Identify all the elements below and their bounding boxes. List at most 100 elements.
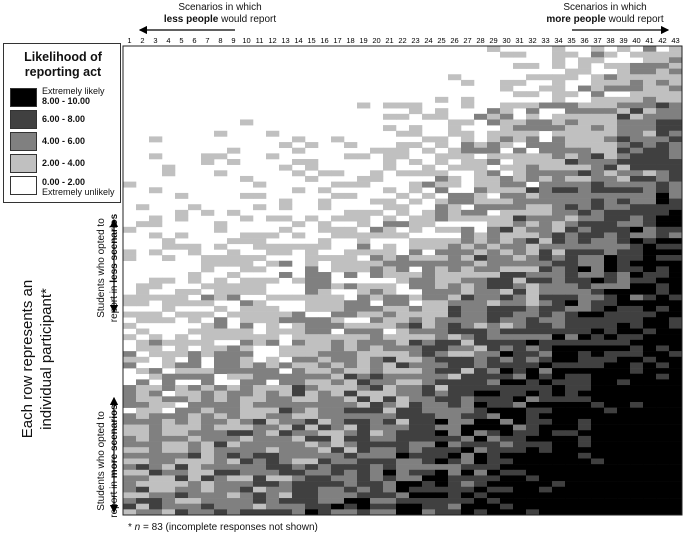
heatmap-cell — [214, 243, 228, 250]
right-top-caption-bold: more people — [546, 14, 606, 25]
heatmap-cell — [591, 492, 605, 499]
heatmap-cell — [487, 379, 501, 386]
heatmap-cell — [630, 413, 644, 420]
heatmap-cell — [201, 334, 215, 341]
heatmap-cell — [305, 328, 319, 335]
heatmap-cell — [630, 328, 644, 335]
heatmap-cell — [305, 458, 319, 465]
heatmap-cell — [149, 339, 163, 346]
heatmap-cell — [344, 356, 358, 363]
heatmap-cell — [604, 328, 618, 335]
heatmap-cell — [318, 339, 332, 346]
heatmap-cell — [279, 492, 293, 499]
heatmap-cell — [396, 345, 410, 352]
heatmap-cell — [383, 266, 397, 273]
heatmap-cell — [604, 368, 618, 375]
heatmap-cell — [331, 447, 345, 454]
heatmap-cell — [669, 260, 683, 267]
heatmap-cell — [617, 418, 631, 425]
heatmap-cell — [617, 136, 631, 143]
heatmap-cell — [591, 232, 605, 239]
heatmap-cell — [617, 175, 631, 182]
heatmap-cell — [305, 322, 319, 329]
column-label-24: 24 — [424, 36, 432, 45]
heatmap-cell — [214, 334, 228, 341]
heatmap-cell — [669, 334, 683, 341]
heatmap-cell — [435, 413, 449, 420]
heatmap-cell — [604, 401, 618, 408]
heatmap-cell — [227, 294, 241, 301]
heatmap-cell — [578, 221, 592, 228]
heatmap-cell — [591, 108, 605, 115]
left-top-caption-bold: less people — [163, 14, 219, 25]
heatmap-cell — [630, 475, 644, 482]
left-top-caption: Scenarios in which less people would rep… — [150, 2, 290, 26]
heatmap-cell — [513, 181, 527, 188]
column-label-38: 38 — [606, 36, 614, 45]
heatmap-cell — [461, 351, 475, 358]
heatmap-cell — [643, 441, 657, 448]
heatmap-cell — [136, 413, 150, 420]
heatmap-cell — [214, 283, 228, 290]
heatmap-cell — [500, 187, 514, 194]
heatmap-cell — [526, 232, 540, 239]
heatmap-cell — [305, 368, 319, 375]
heatmap-cell — [448, 119, 462, 126]
heatmap-cell — [565, 396, 579, 403]
column-label-12: 12 — [268, 36, 276, 45]
heatmap-cell — [591, 215, 605, 222]
column-label-10: 10 — [242, 36, 250, 45]
heatmap-cell — [188, 328, 202, 335]
heatmap-cell — [383, 464, 397, 471]
heatmap-cell — [435, 226, 449, 233]
heatmap-cell — [630, 311, 644, 318]
heatmap-cell — [487, 413, 501, 420]
heatmap-cell — [435, 469, 449, 476]
heatmap-cell — [331, 294, 345, 301]
heatmap-cell — [461, 260, 475, 267]
heatmap-cell — [396, 339, 410, 346]
heatmap-cell — [448, 498, 462, 504]
heatmap-cell — [500, 311, 514, 318]
heatmap-cell — [474, 277, 488, 284]
heatmap-cell — [617, 498, 631, 504]
heatmap-cell — [318, 243, 332, 250]
heatmap-cell — [513, 452, 527, 459]
heatmap-cell — [461, 277, 475, 284]
heatmap-cell — [305, 175, 319, 182]
heatmap-cell — [266, 334, 280, 341]
heatmap-cell — [448, 396, 462, 403]
heatmap-cell — [487, 401, 501, 408]
heatmap-cell — [630, 458, 644, 465]
heatmap-cell — [357, 475, 371, 482]
column-label-9: 9 — [231, 36, 235, 45]
heatmap-cell — [539, 294, 553, 301]
heatmap-cell — [656, 452, 670, 459]
heatmap-cell — [396, 317, 410, 324]
heatmap-cell — [656, 430, 670, 437]
heatmap-cell — [383, 164, 397, 171]
heatmap-cell — [552, 277, 566, 284]
heatmap-cell — [240, 192, 254, 199]
heatmap-cell — [565, 464, 579, 471]
heatmap-cell — [630, 481, 644, 488]
heatmap-cell — [539, 300, 553, 307]
heatmap-cell — [591, 204, 605, 211]
heatmap-cell — [578, 260, 592, 267]
heatmap-cell — [383, 125, 397, 132]
heatmap-cell — [253, 368, 267, 375]
column-label-34: 34 — [554, 36, 562, 45]
heatmap-cell — [188, 441, 202, 448]
heatmap-cell — [214, 503, 228, 510]
heatmap-cell — [396, 458, 410, 465]
heatmap-cell — [669, 238, 683, 245]
heatmap-cell — [396, 379, 410, 386]
heatmap-cell — [279, 328, 293, 335]
heatmap-cell — [448, 385, 462, 391]
heatmap-cell — [526, 136, 540, 143]
heatmap-cell — [357, 481, 371, 488]
heatmap-cell — [591, 181, 605, 188]
heatmap-cell — [162, 305, 176, 312]
heatmap-cell — [162, 441, 176, 448]
heatmap-cell — [136, 396, 150, 403]
